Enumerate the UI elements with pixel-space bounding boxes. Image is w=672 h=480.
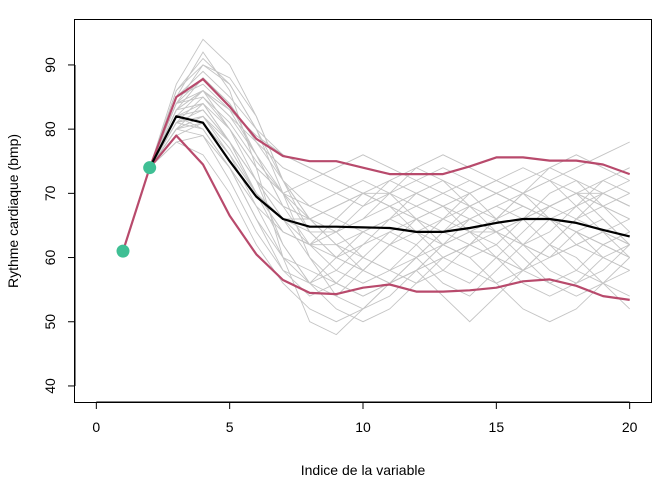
x-tick-label: 5 xyxy=(226,419,234,435)
x-axis-title: Indice de la variable xyxy=(301,462,426,478)
x-axis: 0 5 10 15 20 xyxy=(92,401,638,435)
simulation-line-11 xyxy=(149,102,630,207)
mean-line xyxy=(148,115,630,238)
y-tick-label: 90 xyxy=(42,57,58,73)
x-tick-label: 20 xyxy=(622,419,638,435)
y-axis-title: Rythme cardiaque (bmp) xyxy=(5,134,21,288)
y-tick-label: 60 xyxy=(42,250,58,266)
upper-bound-line xyxy=(148,77,631,176)
x-tick-label: 15 xyxy=(489,419,505,435)
observed-point-1 xyxy=(116,244,130,258)
observed-point-2 xyxy=(143,161,157,175)
lower-bound-line xyxy=(148,134,630,301)
y-tick-label: 80 xyxy=(42,121,58,137)
observed-series xyxy=(116,161,157,258)
simulation-lines xyxy=(149,38,631,336)
simulation-line-30 xyxy=(149,115,630,323)
simulation-line-27 xyxy=(149,64,630,310)
mean-line-group xyxy=(148,115,630,238)
simulation-line-25 xyxy=(149,109,630,297)
x-tick-label: 0 xyxy=(92,419,100,435)
simulation-line-29 xyxy=(149,90,630,246)
y-tick-label: 50 xyxy=(42,314,58,330)
y-tick-label: 40 xyxy=(42,378,58,394)
y-tick-label: 70 xyxy=(42,185,58,201)
y-axis: 40 50 60 70 80 90 xyxy=(42,57,76,394)
observed-line xyxy=(121,167,151,252)
x-tick-label: 10 xyxy=(355,419,371,435)
bound-lines xyxy=(148,77,631,301)
